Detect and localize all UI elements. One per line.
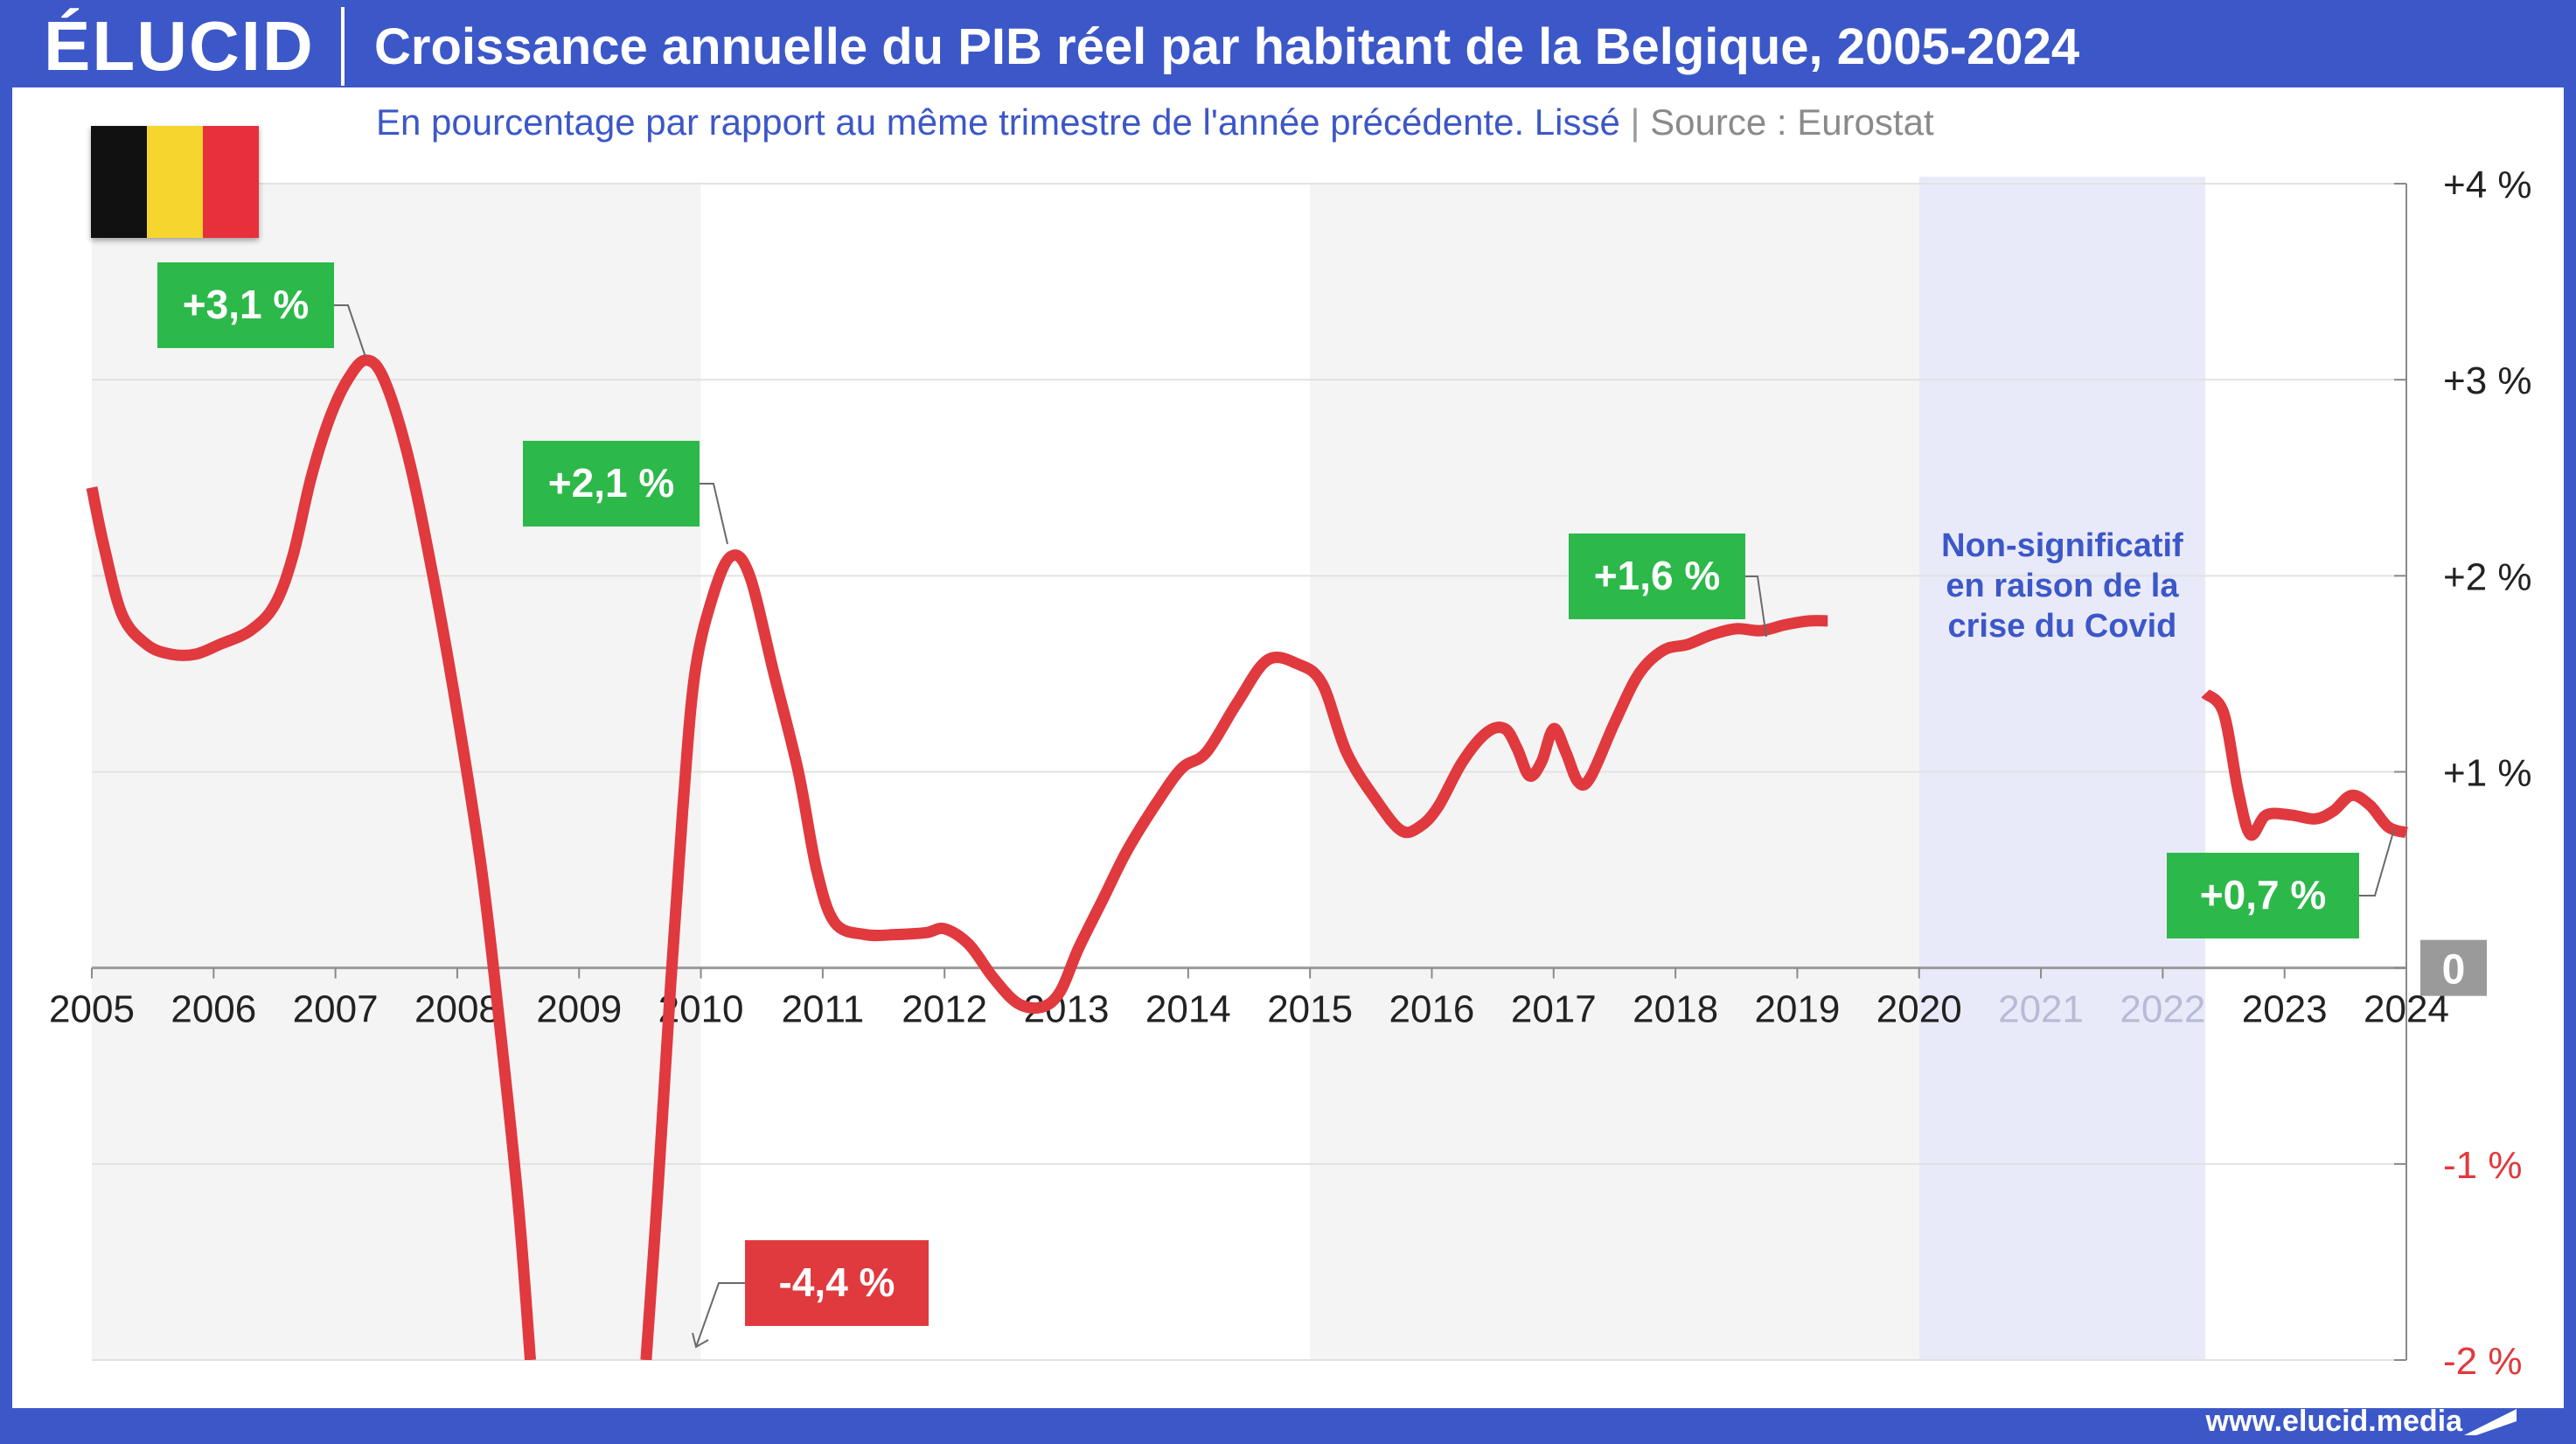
- covid-note-line: crise du Covid: [1948, 608, 2177, 645]
- x-tick-label: 2007: [293, 988, 379, 1031]
- annotation-arrowhead: [692, 1332, 709, 1349]
- y-tick-label: +2 %: [2443, 555, 2532, 598]
- x-tick-label: 2021: [1998, 988, 2084, 1031]
- elucid-mark-icon: [2464, 1409, 2517, 1435]
- annotation-leader: [334, 304, 366, 358]
- annotation-label: +3,1 %: [183, 282, 310, 327]
- footer-url[interactable]: www.elucid.media: [2205, 1405, 2462, 1438]
- chart-subtitle: En pourcentage par rapport au même trime…: [376, 98, 1934, 147]
- subtitle-text: En pourcentage par rapport au même trime…: [376, 101, 1620, 143]
- x-tick-label: 2023: [2242, 988, 2328, 1031]
- flag-stripe-black: [91, 126, 147, 238]
- covid-note-line: en raison de la: [1946, 568, 2179, 604]
- zero-badge: [2420, 939, 2487, 996]
- annotation-box: [523, 441, 700, 527]
- series-line-segment-2: [2201, 688, 2408, 841]
- belgium-flag-icon: [91, 126, 259, 238]
- x-tick-label: 2006: [171, 988, 256, 1031]
- x-tick-label: 2009: [536, 988, 622, 1031]
- source-text: Source : Eurostat: [1650, 101, 1934, 143]
- y-tick-label: +3 %: [2443, 359, 2532, 402]
- y-tick-label: 0: [2442, 947, 2466, 994]
- annotation-box: [1569, 534, 1745, 619]
- x-tick-label: 2022: [2120, 988, 2205, 1031]
- x-tick-label: 2015: [1267, 988, 1353, 1031]
- y-tick-label: +4 %: [2443, 164, 2532, 206]
- annotation-box: [157, 262, 334, 348]
- annotation-label: +2,1 %: [548, 460, 675, 506]
- header: ÉLUCID Croissance annuelle du PIB réel p…: [0, 0, 2576, 87]
- chart-title: Croissance annuelle du PIB réel par habi…: [374, 18, 2080, 75]
- annotation-callout: -4,4 %: [692, 1240, 929, 1349]
- annotation-box: [2167, 853, 2359, 938]
- flag-stripe-red: [203, 126, 259, 238]
- subtitle-separator: |: [1630, 101, 1640, 143]
- flag-stripe-yellow: [147, 126, 203, 238]
- brand-logo[interactable]: ÉLUCID: [44, 7, 315, 85]
- x-tick-label: 2005: [49, 988, 135, 1031]
- series-group: [86, 354, 2408, 1360]
- annotation-leader: [695, 1282, 745, 1348]
- x-tick-label: 2016: [1389, 988, 1475, 1031]
- y-tick-label: -2 %: [2443, 1340, 2522, 1383]
- covid-note-line: Non-significatif: [1941, 527, 2183, 564]
- x-tick-label: 2018: [1633, 988, 1718, 1031]
- x-tick-label: 2020: [1876, 988, 1962, 1031]
- annotation-callout: +2,1 %: [523, 441, 728, 545]
- x-tick-label: 2017: [1511, 988, 1597, 1031]
- annotation-label: +1,6 %: [1594, 553, 1721, 598]
- covid-band: [1918, 177, 2206, 1360]
- annotation-box: [745, 1240, 929, 1326]
- x-tick-label: 2008: [414, 988, 500, 1031]
- annotation-label: +0,7 %: [2200, 872, 2327, 917]
- annotation-leader: [1745, 576, 1767, 638]
- series-line-segment-1: [640, 549, 1828, 1360]
- y-tick-label: +1 %: [2443, 752, 2532, 795]
- x-tick-label: 2014: [1145, 988, 1231, 1031]
- header-divider: [341, 7, 345, 86]
- annotation-leader: [700, 483, 728, 545]
- annotation-callout: +0,7 %: [2167, 828, 2395, 938]
- annotation-callout: +1,6 %: [1569, 534, 1767, 638]
- annotation-leader: [2359, 828, 2395, 896]
- annotation-label: -4,4 %: [779, 1259, 895, 1305]
- x-tick-label: 2012: [902, 988, 987, 1031]
- annotation-callout: +3,1 %: [157, 262, 366, 358]
- series-line-segment-0: [86, 354, 537, 1360]
- y-tick-label: -1 %: [2443, 1144, 2522, 1187]
- x-tick-label: 2011: [782, 988, 865, 1031]
- x-tick-label: 2019: [1754, 988, 1840, 1031]
